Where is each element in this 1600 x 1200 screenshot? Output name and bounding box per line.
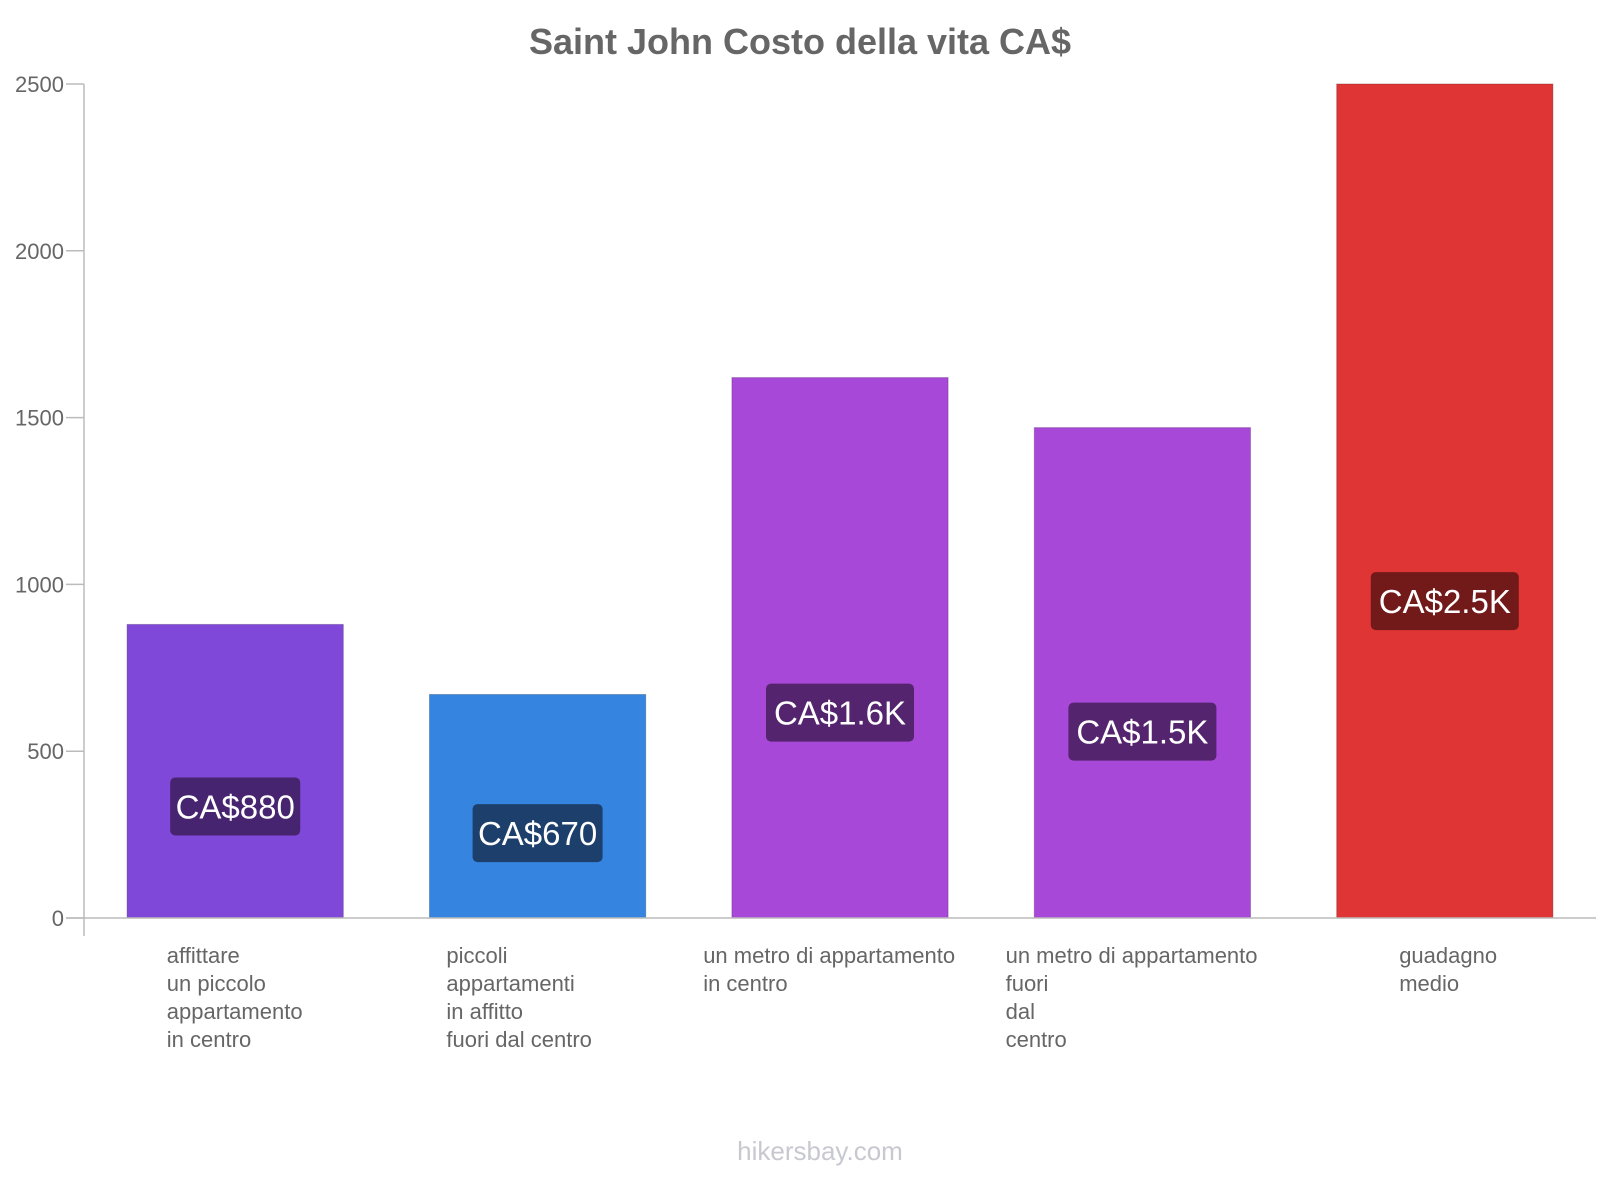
x-tick-label: appartamenti (446, 971, 574, 996)
x-tick-label: centro (1006, 1027, 1067, 1052)
bar (1336, 83, 1554, 919)
x-tick-label: in centro (703, 971, 787, 996)
x-tick-label: medio (1399, 971, 1459, 996)
x-tick-label: dal (1006, 999, 1035, 1024)
chart-title: Saint John Costo della vita CA$ (529, 21, 1071, 62)
data-label: CA$1.6K (774, 695, 906, 732)
data-label: CA$670 (478, 815, 597, 852)
data-label-box (1068, 702, 1217, 761)
data-label-box (170, 777, 301, 836)
x-tick-label: guadagno (1399, 943, 1497, 968)
x-tick-label: fuori dal centro (446, 1027, 592, 1052)
bars (126, 83, 1554, 919)
watermark: hikersbay.com (737, 1136, 903, 1166)
y-tick-label: 0 (52, 906, 64, 931)
x-tick-label: un metro di appartamento (1006, 943, 1258, 968)
y-tick-label: 2000 (15, 239, 64, 264)
y-tick-label: 2500 (15, 72, 64, 97)
y-tick-label: 1500 (15, 406, 64, 431)
x-tick-label: un metro di appartamento (703, 943, 955, 968)
y-tick-label: 500 (27, 739, 64, 764)
y-axis: 0 500 1000 1500 2000 2500 (15, 72, 85, 936)
x-tick-label: un piccolo (167, 971, 266, 996)
x-tick-label: in centro (167, 1027, 251, 1052)
x-tick-label: in affitto (446, 999, 523, 1024)
data-label-box (1370, 572, 1519, 631)
x-tick-label: appartamento (167, 999, 303, 1024)
bar (731, 377, 949, 919)
y-tick-label: 1000 (15, 572, 64, 597)
data-label: CA$880 (176, 788, 295, 825)
bar (1033, 427, 1252, 919)
x-tick-label: piccoli (446, 943, 507, 968)
category-labels: affittare un piccolo appartamento in centro… (167, 943, 1497, 1052)
data-label-box (766, 683, 914, 742)
data-labels: CA$880 CA$670 CA$1.6K CA$1.5K CA$2.5K (170, 572, 1519, 863)
data-label: CA$2.5K (1379, 583, 1511, 620)
x-tick-label: fuori (1006, 971, 1049, 996)
x-tick-label: affittare (167, 943, 240, 968)
data-label-box (472, 804, 603, 863)
data-label: CA$1.5K (1076, 714, 1208, 751)
bar (126, 623, 344, 919)
